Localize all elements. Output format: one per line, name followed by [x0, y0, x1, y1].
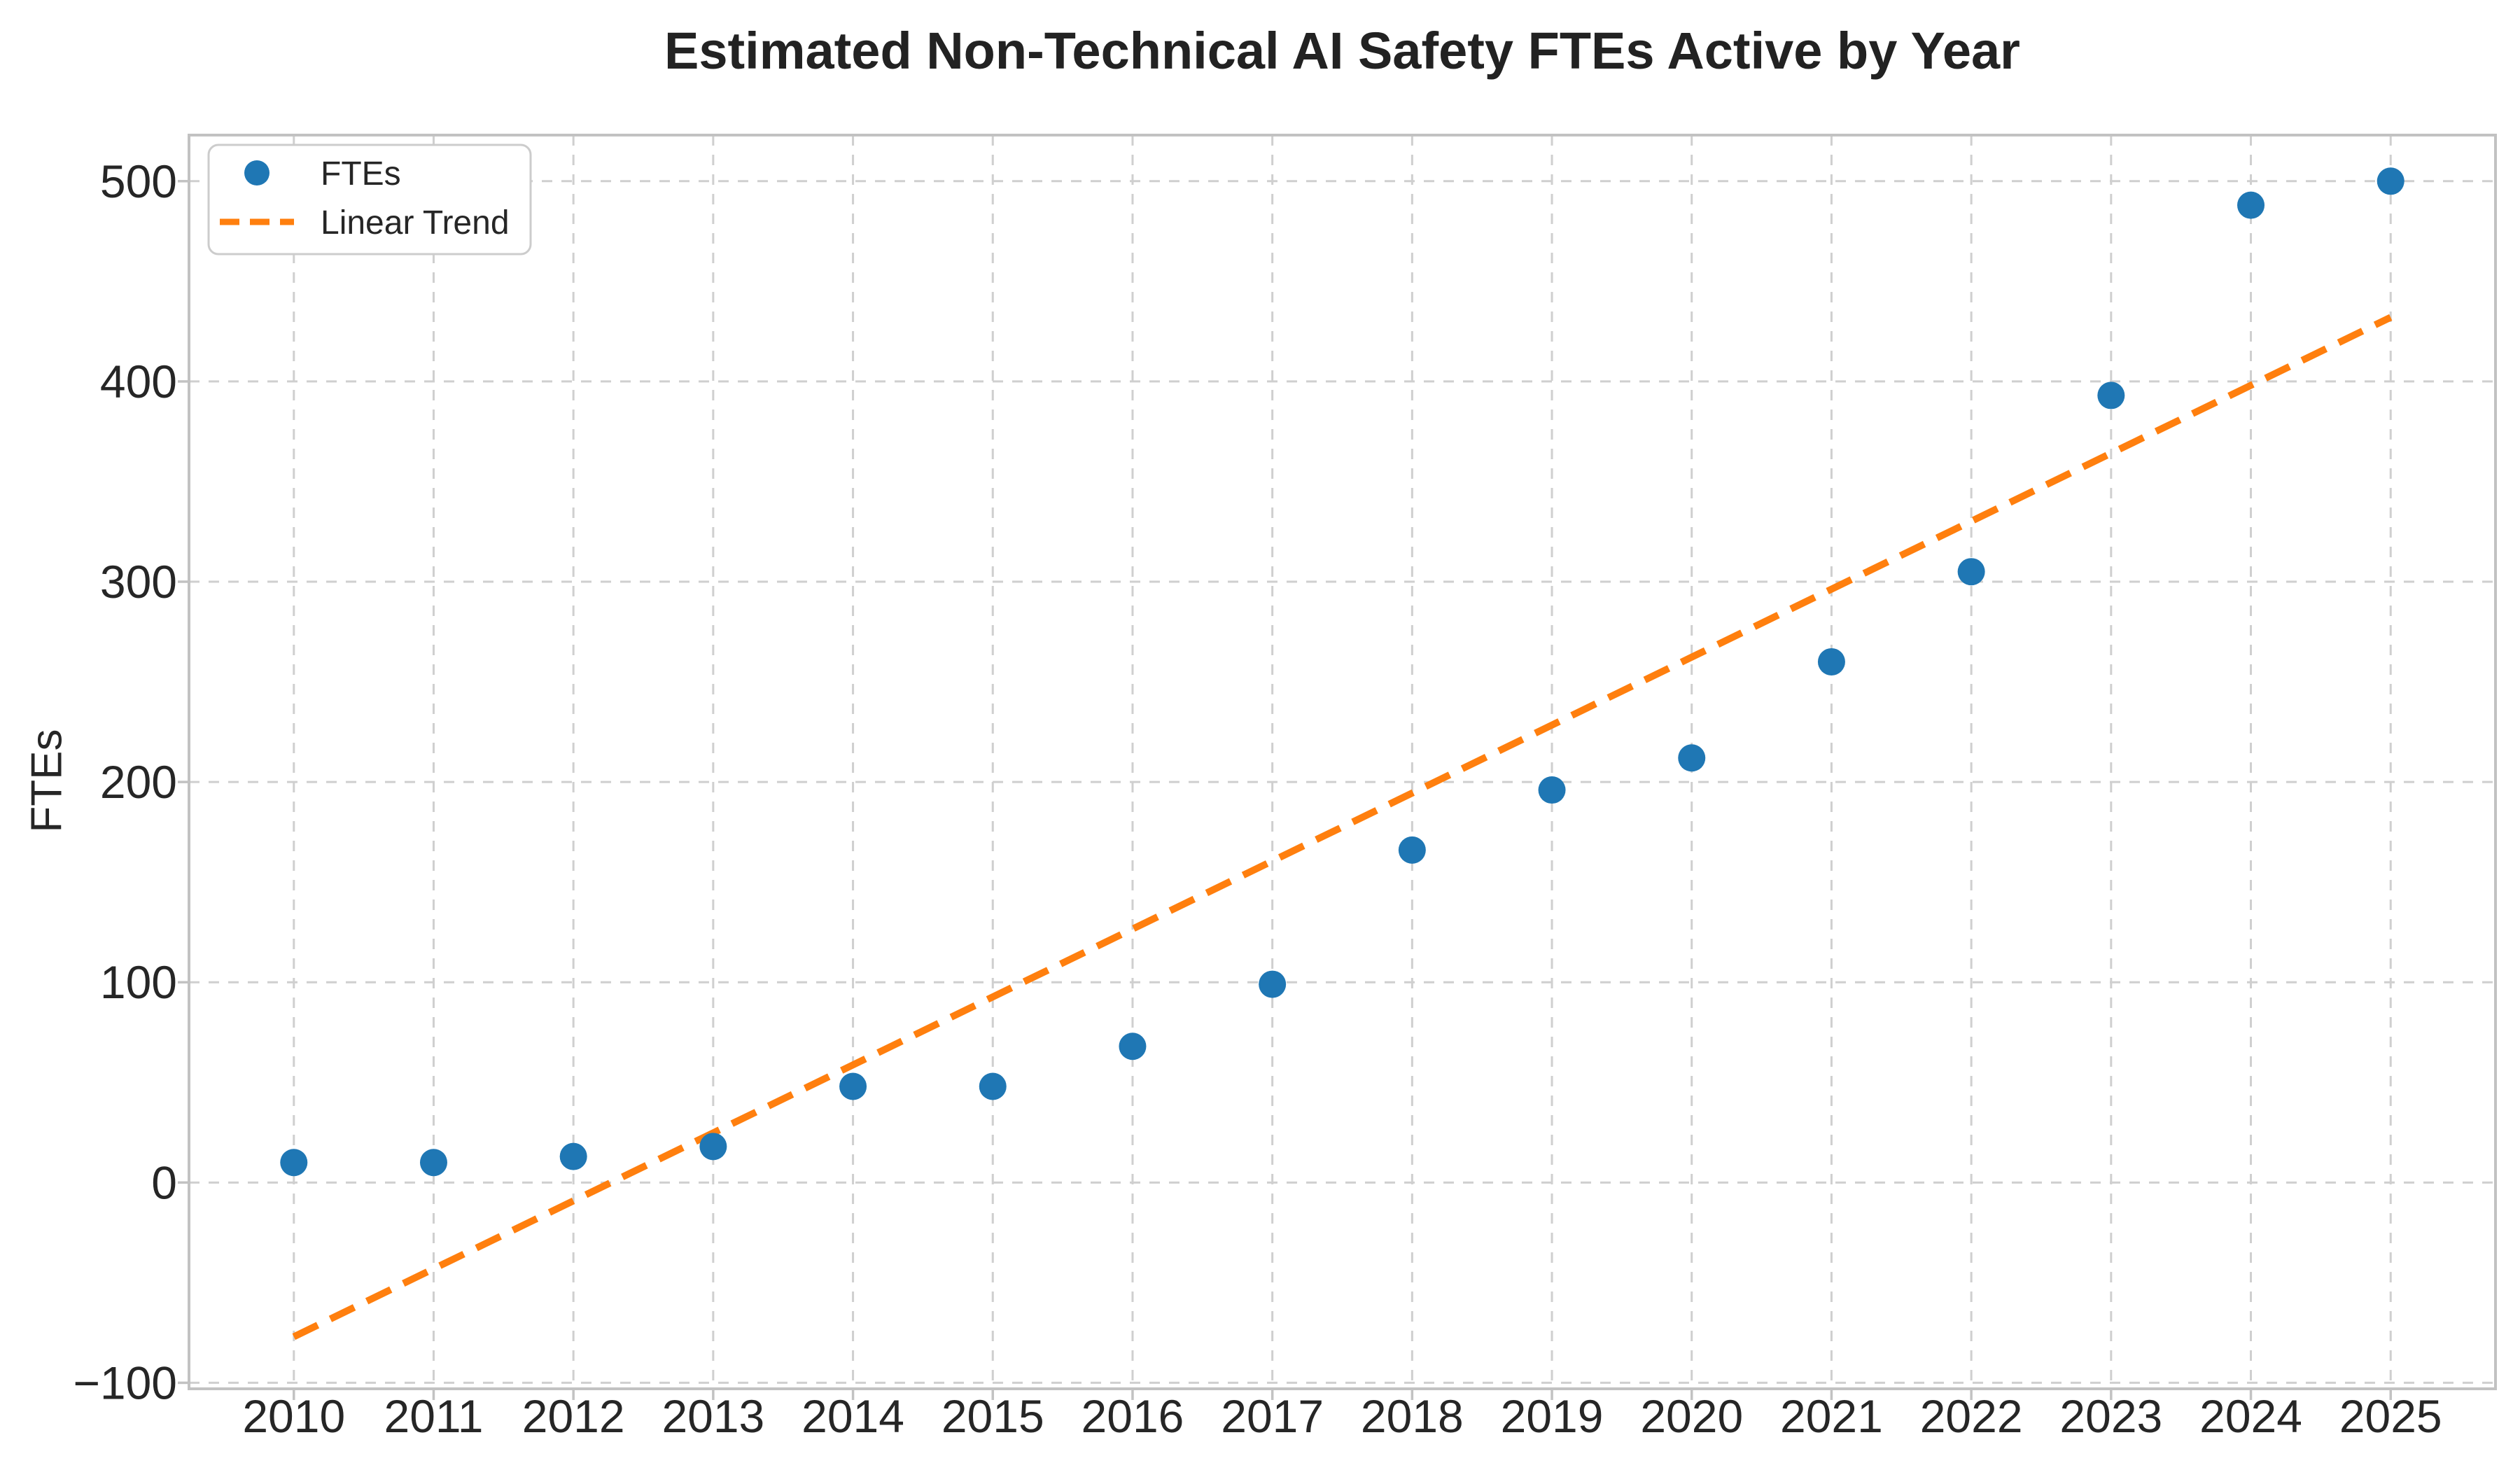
data-point	[2237, 191, 2265, 219]
data-point	[559, 1142, 587, 1170]
data-point	[1678, 744, 1706, 772]
data-point	[2376, 167, 2404, 195]
x-tick-label: 2018	[1361, 1390, 1464, 1442]
x-tick-label: 2021	[1780, 1390, 1883, 1442]
x-tick-label: 2019	[1501, 1390, 1604, 1442]
x-tick-label: 2020	[1640, 1390, 1743, 1442]
x-tick-label: 2023	[2059, 1390, 2162, 1442]
data-point	[1538, 776, 1566, 804]
data-point	[1957, 558, 1985, 586]
data-point	[419, 1149, 447, 1177]
y-tick-label: 500	[100, 155, 177, 207]
data-point	[1817, 648, 1845, 676]
data-point	[2097, 382, 2125, 410]
x-tick-label: 2025	[2339, 1390, 2442, 1442]
y-tick-label: 200	[100, 756, 177, 808]
legend-label-ftes: FTEs	[321, 155, 401, 192]
data-point	[699, 1133, 727, 1161]
x-tick-label: 2011	[384, 1390, 484, 1442]
legend: FTEs Linear Trend	[207, 144, 532, 255]
data-point	[1398, 836, 1426, 864]
legend-box	[207, 144, 532, 255]
data-point	[979, 1072, 1007, 1100]
y-tick-label: −100	[73, 1357, 177, 1408]
x-tick-label: 2014	[802, 1390, 904, 1442]
legend-marker-dot	[244, 160, 270, 186]
axes-spines	[188, 134, 2497, 1390]
y-tick-label: 0	[151, 1156, 177, 1208]
legend-label-linear-trend: Linear Trend	[321, 204, 510, 241]
x-tick-label: 2016	[1082, 1390, 1184, 1442]
data-point	[1259, 970, 1287, 998]
x-tick-label: 2010	[242, 1390, 345, 1442]
x-tick-label: 2013	[662, 1390, 764, 1442]
x-tick-label: 2017	[1221, 1390, 1324, 1442]
x-tick-label: 2015	[941, 1390, 1044, 1442]
x-tick-label: 2012	[522, 1390, 625, 1442]
x-tick-label: 2022	[1920, 1390, 2023, 1442]
trend-line	[292, 314, 2393, 1340]
y-tick-label: 300	[100, 556, 177, 608]
y-tick-label: 400	[100, 356, 177, 407]
y-tick-label: 100	[100, 956, 177, 1008]
chart-title: Estimated Non-Technical AI Safety FTEs A…	[664, 22, 2020, 80]
data-point	[280, 1149, 308, 1177]
data-point	[1119, 1032, 1147, 1060]
x-tick-label: 2024	[2199, 1390, 2302, 1442]
data-point	[839, 1072, 867, 1100]
